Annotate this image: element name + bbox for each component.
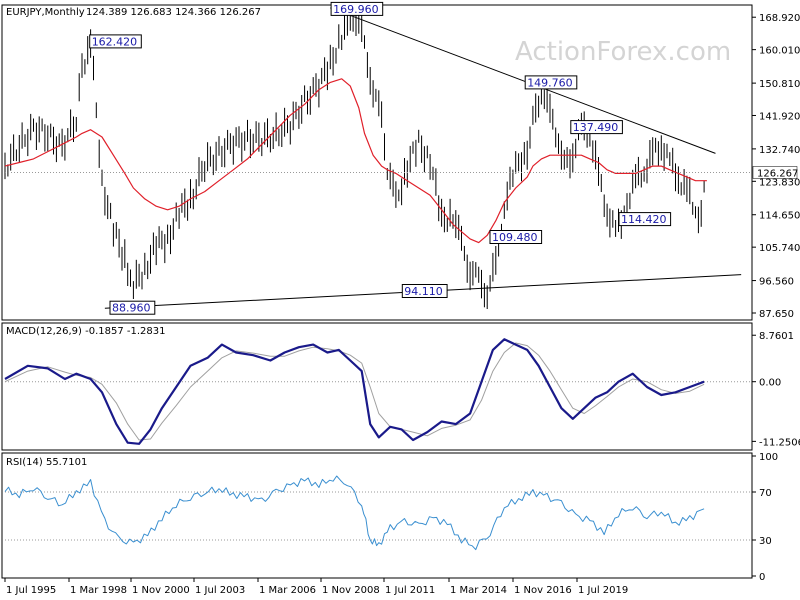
ohlc-label: 124.389 126.683 124.366 126.267 xyxy=(86,7,261,18)
price-tick-label: 105.740 xyxy=(759,243,800,254)
price-callout-box xyxy=(570,120,623,135)
price-tick-label: 123.830 xyxy=(759,177,800,188)
rsi-header: RSI(14) 55.7101 xyxy=(6,457,87,468)
x-tick-label: 1 Nov 2008 xyxy=(322,585,380,596)
moving-average-line xyxy=(4,78,707,244)
x-tick-label: 1 Jul 1995 xyxy=(6,585,56,596)
price-tick-label: 168.920 xyxy=(759,13,800,24)
price-tick-label: 150.810 xyxy=(759,79,800,90)
x-tick-label: 1 Mar 2006 xyxy=(259,585,316,596)
price-tick-label: 87.650 xyxy=(759,309,794,320)
rsi-line xyxy=(4,475,705,551)
price-callout-label: 114.420 xyxy=(621,213,667,226)
price-callout-label: 137.490 xyxy=(573,121,619,134)
rsi-tick-label: 70 xyxy=(759,488,772,499)
price-callout-label: 94.110 xyxy=(404,285,443,298)
price-tick-label: 96.560 xyxy=(759,277,794,288)
macd-tick-label: 8.7601 xyxy=(759,331,794,342)
x-tick-label: 1 Jul 2011 xyxy=(385,585,435,596)
rsi-panel xyxy=(1,452,753,579)
price-callout-box xyxy=(109,300,156,315)
current-price-box xyxy=(752,166,798,179)
price-callout-box xyxy=(401,284,448,298)
rsi-tick-label: 0 xyxy=(759,572,765,583)
price-layer: 162.420 169.960 88.960 149.760 137.490 94.110… xyxy=(4,1,752,315)
price-tick-label: 114.650 xyxy=(759,211,800,222)
rsi-tick-label: 30 xyxy=(759,536,772,547)
price-tick-label: 160.010 xyxy=(759,46,800,57)
macd-signal-line xyxy=(4,342,705,441)
axis-layer: 168.920 160.010 150.810 141.920 132.740 123.8… xyxy=(4,13,800,596)
price-callout-box xyxy=(618,212,672,227)
macd-layer xyxy=(4,338,752,445)
current-price-label: 126.267 xyxy=(757,168,798,179)
macd-tick-label: 0.00 xyxy=(759,378,781,389)
price-callout-label: 169.960 xyxy=(333,3,379,16)
price-callout-box xyxy=(330,1,384,16)
price-callout-label: 88.960 xyxy=(112,302,151,315)
x-tick-label: 1 Mar 1998 xyxy=(70,585,127,596)
x-tick-label: 1 Jul 2019 xyxy=(578,585,628,596)
price-callout-box xyxy=(524,75,578,90)
x-tick-label: 1 Mar 2014 xyxy=(450,585,507,596)
macd-panel xyxy=(1,322,753,451)
price-callout-label: 109.480 xyxy=(492,231,538,244)
price-tick-label: 132.740 xyxy=(759,145,800,156)
macd-tick-label: -11.2506 xyxy=(759,437,800,448)
macd-header: MACD(12,26,9) -0.1857 -1.2831 xyxy=(6,326,166,337)
x-tick-label: 1 Nov 2000 xyxy=(132,585,190,596)
rsi-layer xyxy=(4,475,752,551)
x-tick-label: 1 Jul 2003 xyxy=(195,585,245,596)
price-callout-label: 162.420 xyxy=(92,35,138,48)
macd-line xyxy=(4,338,705,445)
symbol-label: EURJPY,Monthly xyxy=(6,7,85,18)
x-tick-label: 1 Nov 2016 xyxy=(514,585,572,596)
price-callout-box xyxy=(89,34,142,49)
price-callout-box xyxy=(489,230,543,244)
watermark: ActionForex.com xyxy=(515,37,731,67)
upper-trendline xyxy=(330,7,716,154)
price-callout-label: 149.760 xyxy=(527,76,573,89)
price-tick-label: 141.920 xyxy=(759,111,800,122)
rsi-tick-label: 100 xyxy=(759,452,778,463)
